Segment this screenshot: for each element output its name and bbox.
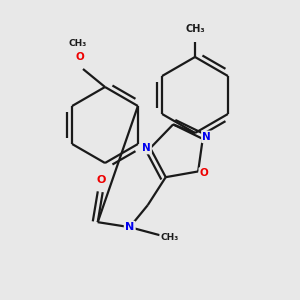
Text: CH₃: CH₃ <box>185 24 205 34</box>
Text: O: O <box>76 52 84 62</box>
Text: O: O <box>200 169 208 178</box>
Text: O: O <box>96 175 105 185</box>
Text: N: N <box>125 222 134 232</box>
Text: CH₃: CH₃ <box>69 38 87 47</box>
Text: N: N <box>142 143 151 153</box>
Text: N: N <box>202 132 211 142</box>
Text: CH₃: CH₃ <box>160 233 179 242</box>
